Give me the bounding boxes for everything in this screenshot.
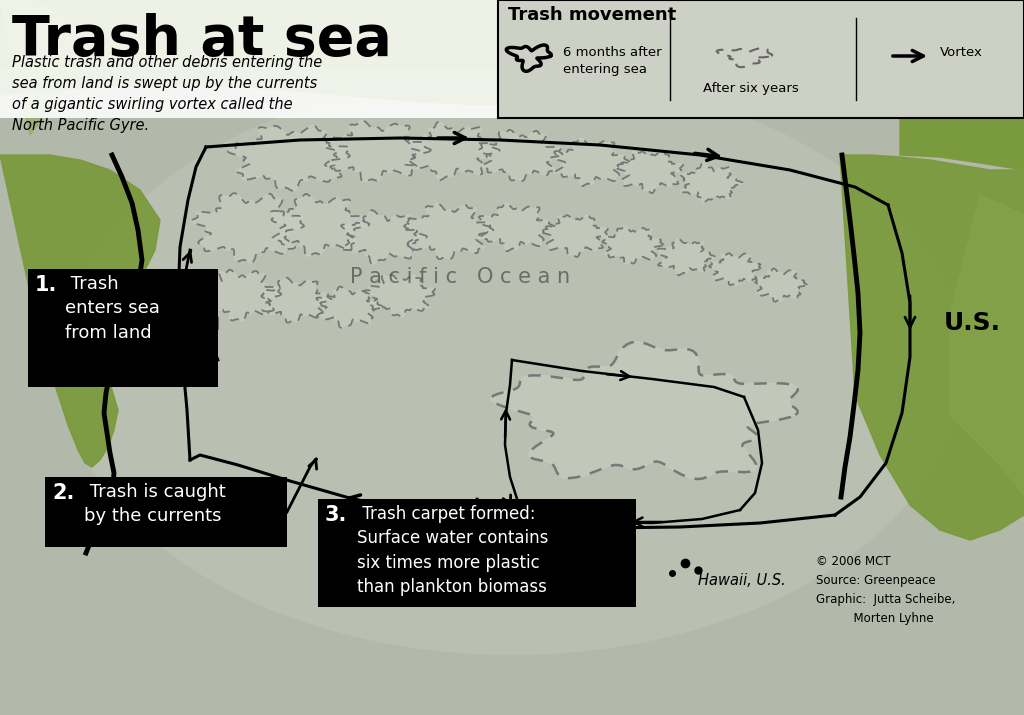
Polygon shape xyxy=(602,227,664,264)
Polygon shape xyxy=(0,0,80,135)
Polygon shape xyxy=(0,0,1024,105)
Polygon shape xyxy=(365,275,435,317)
Polygon shape xyxy=(616,150,683,193)
Text: U.S.: U.S. xyxy=(944,311,1001,335)
Polygon shape xyxy=(404,122,500,180)
Polygon shape xyxy=(191,193,304,263)
Text: Trash movement: Trash movement xyxy=(508,6,676,24)
Polygon shape xyxy=(900,0,1024,170)
Text: Vortex: Vortex xyxy=(940,46,983,59)
Text: 1.: 1. xyxy=(35,275,57,295)
Polygon shape xyxy=(554,138,629,186)
Polygon shape xyxy=(261,277,332,322)
Text: 2.: 2. xyxy=(52,483,75,503)
Polygon shape xyxy=(199,270,282,321)
Polygon shape xyxy=(680,164,742,202)
Polygon shape xyxy=(657,239,715,275)
Text: P a c i f i c   O c e a n: P a c i f i c O c e a n xyxy=(350,267,570,287)
Bar xyxy=(498,0,1024,118)
Polygon shape xyxy=(404,203,494,259)
Polygon shape xyxy=(492,342,798,479)
Bar xyxy=(318,499,636,607)
Polygon shape xyxy=(542,214,608,257)
Polygon shape xyxy=(228,126,350,191)
Polygon shape xyxy=(950,195,1024,495)
Text: Trash
enters sea
from land: Trash enters sea from land xyxy=(65,275,160,342)
Text: Trash at sea: Trash at sea xyxy=(12,13,392,67)
Polygon shape xyxy=(271,194,370,256)
Polygon shape xyxy=(756,268,807,302)
Polygon shape xyxy=(840,155,1024,540)
Text: © 2006 MCT
Source: Greenpeace
Graphic:  Jutta Scheibe,
          Morten Lyhne: © 2006 MCT Source: Greenpeace Graphic: J… xyxy=(816,555,955,625)
Polygon shape xyxy=(324,120,431,182)
Polygon shape xyxy=(709,253,761,286)
Text: Trash is caught
by the currents: Trash is caught by the currents xyxy=(84,483,225,526)
Bar xyxy=(45,477,287,547)
Text: Plastic trash and other debris entering the
sea from land is swept up by the cur: Plastic trash and other debris entering … xyxy=(12,55,323,133)
Ellipse shape xyxy=(62,75,962,655)
Polygon shape xyxy=(479,203,554,251)
Polygon shape xyxy=(341,210,427,264)
Bar xyxy=(28,269,218,387)
Text: Hawaii, U.S.: Hawaii, U.S. xyxy=(698,573,785,588)
Polygon shape xyxy=(316,287,383,327)
Bar xyxy=(0,0,1024,118)
Polygon shape xyxy=(0,155,160,467)
Polygon shape xyxy=(0,0,1024,65)
Text: Trash carpet formed:
Surface water contains
six times more plastic
than plankton: Trash carpet formed: Surface water conta… xyxy=(357,505,549,596)
Text: After six years: After six years xyxy=(703,82,799,95)
Polygon shape xyxy=(478,130,562,181)
Text: 3.: 3. xyxy=(325,505,347,525)
Text: 6 months after
entering sea: 6 months after entering sea xyxy=(563,46,662,76)
Text: JAPAN: JAPAN xyxy=(160,316,221,334)
